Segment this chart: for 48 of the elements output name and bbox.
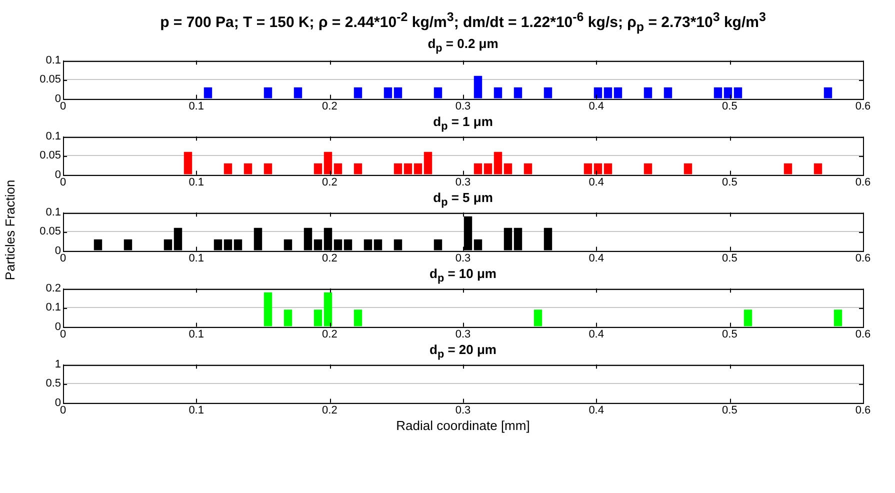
chart-title: p = 700 Pa; T = 150 K; ρ = 2.44*10$^{-2}$ kg/m$^{3}$; dm/dt = 1.22*10$^{-6}$ kg/s; ρ$_{p}$ = 2.73*10$^{3}$ kg/m$^{3}$ (160, 10, 766, 34)
x-tick-label: 0.6 (855, 252, 871, 264)
y-tick-label: 0.05 (40, 74, 61, 86)
x-tick-label: 0.3 (455, 176, 471, 188)
chart-subtitle: d$_{p}$ = 0.2 μm (426, 36, 500, 55)
x-tick-label: 0.4 (588, 404, 604, 416)
y-axis-title: Particles Fraction (2, 180, 18, 280)
x-tick-label: 0.2 (322, 404, 338, 416)
x-tick-label: 0.1 (188, 100, 204, 112)
y-tick-label: 0.1 (46, 130, 61, 143)
y-tick-label: 1 (54, 358, 61, 371)
x-tick-label: 0.6 (855, 176, 871, 188)
x-tick-label: 0.5 (722, 100, 738, 112)
x-tick-label: 0.1 (188, 176, 204, 188)
x-tick-label: 0.3 (455, 328, 471, 340)
x-axis-title: Radial coordinate [mm] (395, 418, 531, 433)
chart-title: d$_{p}$ = 10 μm (428, 266, 498, 285)
y-tick-label: 0.1 (46, 302, 61, 314)
y-tick-label: 0.5 (46, 378, 61, 390)
x-tick-label: 0.4 (588, 252, 604, 264)
x-tick-label: 0.1 (188, 252, 204, 264)
x-tick-label: 0.3 (455, 100, 471, 112)
x-tick-label: 0.5 (722, 404, 738, 416)
x-tick-label: 0.6 (855, 100, 871, 112)
x-tick-label: 0.6 (855, 404, 871, 416)
x-tick-label: 0.5 (722, 252, 738, 264)
chart-title: d$_{p}$ = 5 μm (432, 190, 494, 209)
y-tick-label: 0.05 (40, 150, 61, 162)
x-tick-label: 0.5 (722, 328, 738, 340)
y-tick-label: 0.1 (46, 54, 61, 67)
x-tick-label: 0.2 (322, 252, 338, 264)
chart-title: d$_{p}$ = 1 μm (432, 114, 494, 133)
y-tick-label: 0.05 (40, 226, 61, 238)
x-tick-label: 0.1 (188, 328, 204, 340)
x-tick-label: 0.6 (855, 328, 871, 340)
x-tick-label: 0.2 (322, 328, 338, 340)
x-tick-label: 0.4 (588, 176, 604, 188)
y-tick-label: 0.1 (46, 206, 61, 219)
x-tick-label: 0.4 (588, 328, 604, 340)
x-tick-label: 0.2 (322, 176, 338, 188)
x-tick-label: 0.4 (588, 100, 604, 112)
x-tick-label: 0.5 (722, 176, 738, 188)
x-tick-label: 0.3 (455, 404, 471, 416)
x-tick-label: 0.2 (322, 100, 338, 112)
x-tick-label: 0.3 (455, 252, 471, 264)
x-tick-label: 0.1 (188, 404, 204, 416)
chart-title: d$_{p}$ = 20 μm (428, 342, 498, 361)
y-tick-label: 0.2 (46, 282, 61, 295)
